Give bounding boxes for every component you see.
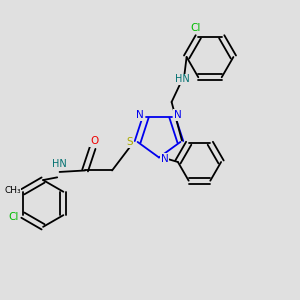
Text: O: O: [90, 136, 98, 146]
Text: HN: HN: [52, 159, 67, 169]
Text: N: N: [160, 154, 168, 164]
Text: CH₃: CH₃: [4, 186, 21, 195]
Text: Cl: Cl: [190, 23, 200, 33]
Text: N: N: [174, 110, 182, 120]
Text: S: S: [127, 137, 134, 147]
Text: HN: HN: [175, 74, 190, 85]
Text: Cl: Cl: [9, 212, 19, 222]
Text: N: N: [136, 110, 144, 120]
